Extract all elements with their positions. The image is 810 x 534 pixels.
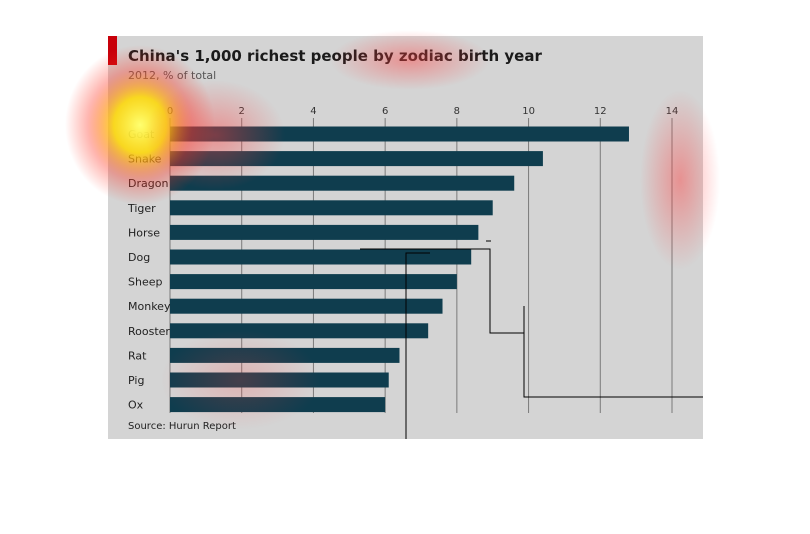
category-label: Tiger: [127, 202, 156, 215]
category-label: Rat: [128, 349, 147, 362]
connector-line: [360, 248, 524, 334]
bar: [170, 274, 457, 290]
heatmap-overlay: [65, 30, 720, 430]
connector-lines: [360, 240, 703, 439]
category-label: Sheep: [128, 276, 162, 289]
chart-source: Source: Hurun Report: [128, 421, 236, 432]
x-tick-label: 10: [522, 106, 535, 117]
heatmap-glow: [640, 90, 720, 270]
connector-line: [523, 306, 703, 398]
heatmap-glow: [145, 80, 285, 190]
heatmap-glow: [160, 330, 320, 430]
bar: [170, 224, 479, 240]
brand-accent-tab: [108, 36, 117, 65]
category-label: Rooster: [128, 325, 170, 338]
x-tick-label: 8: [454, 106, 460, 117]
category-label: Ox: [128, 399, 144, 412]
category-label: Dog: [128, 251, 150, 264]
x-tick-label: 6: [382, 106, 388, 117]
connector-line: [405, 252, 430, 439]
heatmap-glow: [330, 30, 490, 90]
bar: [170, 200, 493, 216]
x-tick-label: 12: [594, 106, 607, 117]
category-label: Pig: [128, 374, 144, 387]
category-label: Horse: [128, 226, 160, 239]
category-label: Monkey: [128, 300, 171, 313]
x-tick-label: 4: [310, 106, 316, 117]
bar: [170, 249, 472, 265]
bar: [170, 298, 443, 314]
